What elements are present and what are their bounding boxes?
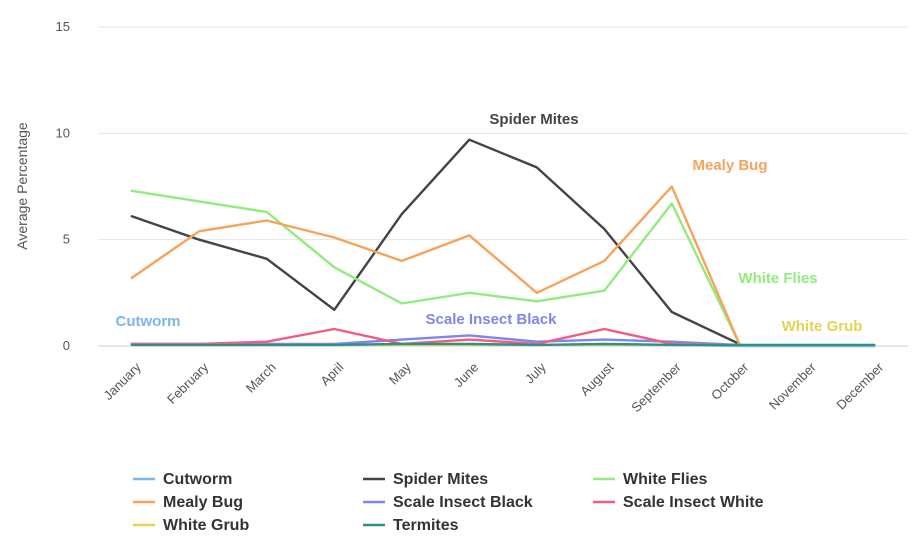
annotation-cutworm: Cutworm — [116, 313, 181, 330]
legend-label: Termites — [393, 517, 459, 534]
x-tick-label: January — [101, 359, 145, 403]
series-line-mealy-bug — [130, 185, 741, 346]
series-line-scale-insect-white — [130, 327, 741, 347]
legend-label: Spider Mites — [393, 471, 488, 488]
y-axis: Average Percentage 0 5 10 15 — [14, 19, 70, 353]
annotation-scale-insect-black: Scale Insect Black — [426, 311, 558, 328]
legend-label: White Flies — [623, 471, 708, 488]
legend-label: Scale Insect White — [623, 494, 764, 511]
legend-label: Scale Insect Black — [393, 494, 533, 511]
series-annotations: Spider Mites Mealy Bug White Flies Cutworm S… — [116, 111, 863, 335]
legend-item-scale-insect-black[interactable]: Scale Insect Black — [363, 494, 533, 511]
y-tick-label: 15 — [56, 19, 70, 34]
series-lines — [130, 138, 876, 348]
annotation-white-grub: White Grub — [782, 318, 863, 335]
series-line-spider-mites — [130, 138, 741, 346]
legend-label: White Grub — [163, 517, 249, 534]
legend-item-spider-mites[interactable]: Spider Mites — [363, 471, 488, 488]
annotation-white-flies: White Flies — [738, 270, 817, 287]
legend-item-mealy-bug[interactable]: Mealy Bug — [133, 494, 243, 511]
x-tick-label: October — [708, 359, 752, 403]
legend-label: Cutworm — [163, 471, 232, 488]
x-tick-label: April — [317, 359, 346, 388]
x-tick-label: March — [243, 360, 279, 396]
x-tick-label: May — [386, 359, 414, 387]
y-tick-label: 10 — [56, 125, 70, 140]
x-tick-label: June — [451, 360, 482, 391]
y-tick-label: 5 — [63, 232, 70, 247]
annotation-spider-mites: Spider Mites — [489, 111, 578, 128]
x-tick-label: August — [577, 359, 616, 398]
x-axis: January February March April May June July Augu… — [98, 345, 908, 415]
x-tick-label: November — [766, 359, 819, 412]
legend-item-cutworm[interactable]: Cutworm — [133, 471, 232, 488]
x-tick-label: September — [628, 359, 684, 415]
legend-item-scale-insect-white[interactable]: Scale Insect White — [593, 494, 764, 511]
series-line-termites — [130, 342, 876, 347]
series-line-white-flies — [130, 189, 741, 346]
annotation-mealy-bug: Mealy Bug — [692, 157, 767, 174]
legend: Cutworm Spider Mites White Flies Mealy Bug S… — [133, 471, 764, 534]
legend-item-white-flies[interactable]: White Flies — [593, 471, 708, 488]
y-tick-label: 0 — [63, 338, 70, 353]
legend-item-white-grub[interactable]: White Grub — [133, 517, 249, 534]
y-axis-title: Average Percentage — [14, 122, 30, 250]
x-tick-label: July — [522, 359, 549, 386]
x-tick-label: February — [164, 359, 212, 407]
legend-item-termites[interactable]: Termites — [363, 517, 459, 534]
legend-label: Mealy Bug — [163, 494, 243, 511]
x-tick-label: December — [833, 359, 886, 412]
